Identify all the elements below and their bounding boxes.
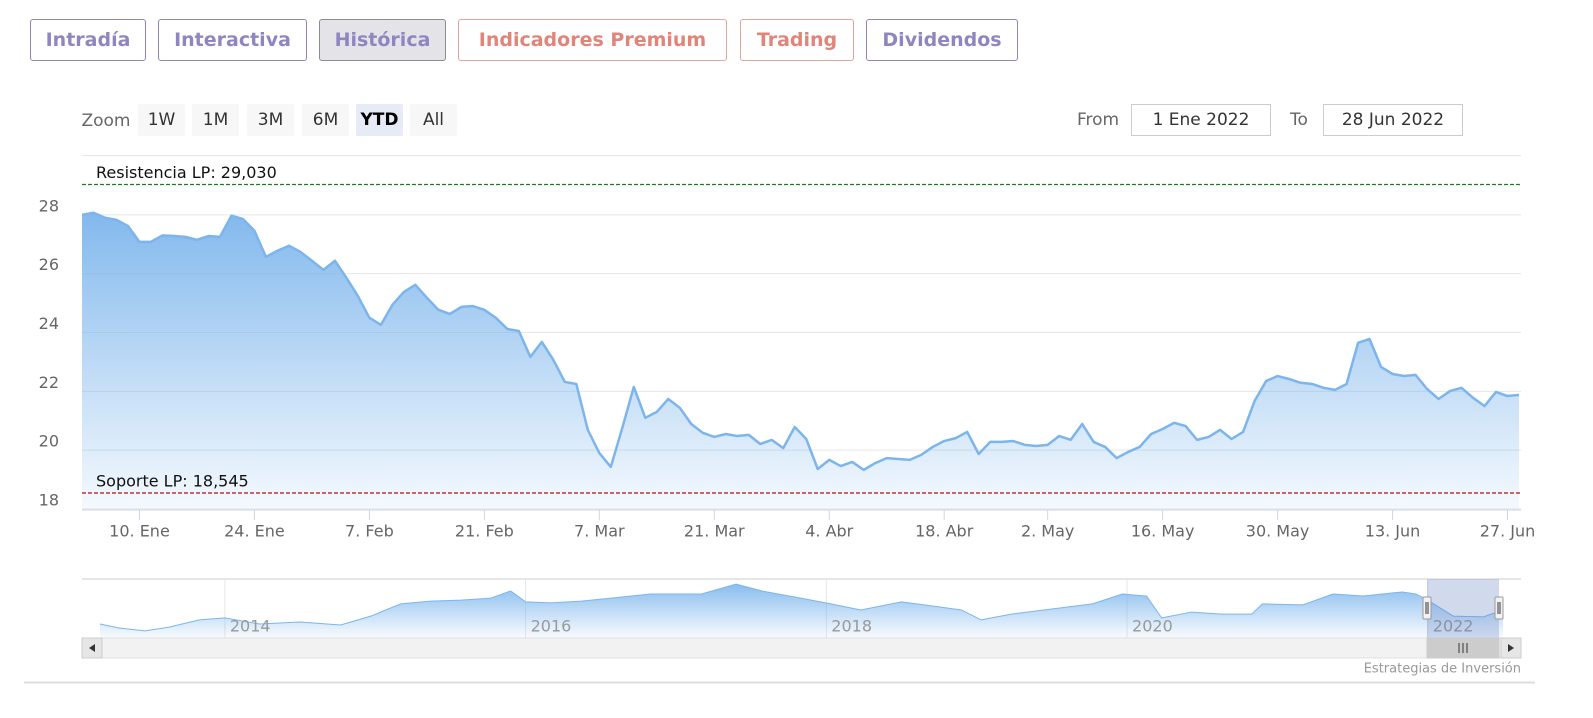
zoom-button[interactable]: YTD bbox=[356, 104, 403, 136]
tab[interactable]: Interactiva bbox=[158, 19, 307, 61]
y-tick-label: 28 bbox=[39, 196, 59, 215]
zoom-button[interactable]: 3M bbox=[247, 104, 294, 136]
price-line bbox=[81, 211, 1520, 472]
arrow-left bbox=[89, 644, 95, 652]
x-tick-label: 16. May bbox=[1131, 522, 1195, 541]
credits: Estrategias de Inversión bbox=[1364, 662, 1521, 677]
zoom-button[interactable]: 1W bbox=[138, 104, 185, 136]
plot-line-label: Soporte LP: 18,545 bbox=[96, 471, 249, 490]
tab[interactable]: Trading bbox=[740, 19, 854, 61]
y-tick-label: 26 bbox=[39, 255, 59, 274]
tab[interactable]: Dividendos bbox=[866, 19, 1018, 61]
y-tick-label: 18 bbox=[39, 491, 59, 510]
x-tick-label: 10. Ene bbox=[109, 522, 170, 541]
navigator-tick-label: 2014 bbox=[230, 617, 271, 636]
tab[interactable]: Indicadores Premium bbox=[458, 19, 727, 61]
from-input[interactable]: 1 Ene 2022 bbox=[1131, 104, 1271, 136]
x-tick-label: 7. Mar bbox=[574, 522, 625, 541]
x-tick-label: 2. May bbox=[1021, 522, 1074, 541]
zoom-button[interactable]: 6M bbox=[302, 104, 349, 136]
zoom-button[interactable]: All bbox=[410, 104, 457, 136]
navigator-mask bbox=[1427, 579, 1499, 638]
arrow-right bbox=[1508, 644, 1514, 652]
from-label: From bbox=[1076, 110, 1120, 130]
zoom-label: Zoom bbox=[81, 111, 131, 131]
x-tick-label: 30. May bbox=[1246, 522, 1310, 541]
tab[interactable]: Histórica bbox=[319, 19, 446, 61]
x-tick-label: 4. Abr bbox=[805, 522, 853, 541]
y-tick-label: 22 bbox=[39, 373, 59, 392]
x-tick-label: 7. Feb bbox=[345, 522, 394, 541]
navigator-line bbox=[99, 583, 1504, 632]
to-label: To bbox=[1290, 110, 1308, 130]
price-area bbox=[82, 212, 1519, 509]
navigator-tick-label: 2018 bbox=[831, 617, 872, 636]
plot-line-label: Resistencia LP: 29,030 bbox=[96, 163, 277, 182]
x-tick-label: 24. Ene bbox=[224, 522, 285, 541]
x-tick-label: 27. Jun bbox=[1480, 522, 1536, 541]
navigator-handle[interactable] bbox=[1422, 596, 1432, 620]
navigator-tick-label: 2020 bbox=[1132, 617, 1173, 636]
zoom-button[interactable]: 1M bbox=[192, 104, 239, 136]
scrollbar-track bbox=[81, 637, 1522, 659]
to-input[interactable]: 28 Jun 2022 bbox=[1323, 104, 1463, 136]
navigator-area bbox=[100, 584, 1503, 638]
navigator-tick-label: 2016 bbox=[531, 617, 572, 636]
x-tick-label: 13. Jun bbox=[1365, 522, 1421, 541]
navigator-tick-label: 2022 bbox=[1433, 617, 1474, 636]
x-tick-label: 21. Feb bbox=[455, 522, 514, 541]
navigator: 2014 2016 2018 2020 2022 bbox=[81, 578, 1522, 659]
y-tick-label: 24 bbox=[39, 314, 59, 333]
tab[interactable]: Intradía bbox=[30, 19, 146, 61]
navigator-handle[interactable] bbox=[1494, 596, 1504, 620]
main-plot: 18 20 22 24 26 28 10. Ene 24. Ene 7. Feb 21. Feb 7… bbox=[39, 163, 1536, 540]
y-tick-label: 20 bbox=[39, 432, 59, 451]
x-tick-label: 21. Mar bbox=[684, 522, 745, 541]
x-tick-label: 18. Abr bbox=[915, 522, 974, 541]
